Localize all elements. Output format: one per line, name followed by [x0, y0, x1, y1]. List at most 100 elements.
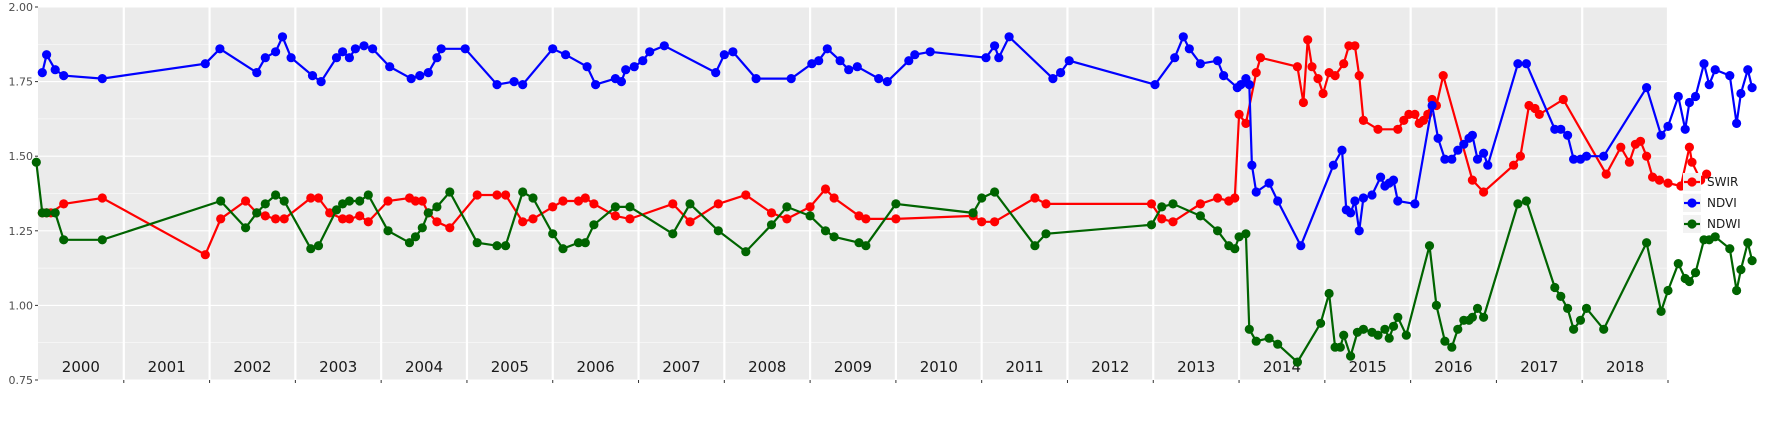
data-point-ndwi [861, 241, 871, 251]
data-point-ndvi [1337, 145, 1347, 155]
data-point-ndvi [1170, 53, 1180, 63]
data-point-ndvi [645, 47, 655, 57]
data-point-ndvi [1427, 100, 1437, 111]
data-point-ndvi [436, 44, 446, 54]
data-point-ndwi [1146, 220, 1157, 230]
data-point-swir [1195, 199, 1205, 209]
data-point-ndvi [629, 62, 639, 72]
grid-lines [38, 6, 1670, 381]
data-point-ndvi [271, 47, 281, 57]
data-point-ndwi [260, 199, 270, 209]
data-point-swir [432, 217, 442, 227]
data-point-swir [1399, 115, 1409, 125]
data-point-swir [977, 217, 987, 227]
data-point-ndvi [1472, 154, 1483, 164]
data-point-swir [782, 214, 792, 224]
data-point-swir [313, 193, 324, 203]
data-point-ndvi [331, 53, 342, 63]
data-point-swir [625, 214, 635, 224]
data-point-ndvi [1690, 91, 1701, 102]
legend-label: NDVI [1707, 196, 1737, 210]
data-point-swir [580, 193, 590, 203]
data-point-swir [685, 217, 695, 227]
data-point-ndvi [882, 77, 892, 87]
data-point-ndvi [1513, 59, 1523, 69]
data-point-swir [1234, 109, 1244, 119]
data-point-ndwi [42, 208, 52, 218]
data-point-ndvi [910, 50, 920, 60]
data-point-ndwi [1213, 226, 1223, 236]
data-point-swir [713, 199, 723, 209]
data-point-ndvi [1328, 160, 1338, 170]
data-point-ndvi [1264, 178, 1274, 188]
data-point-ndvi [1195, 59, 1205, 69]
data-point-ndvi [1440, 154, 1450, 164]
year-label: 2016 [1434, 358, 1472, 376]
data-point-swir [518, 217, 528, 227]
data-point-ndwi [891, 199, 901, 209]
data-point-ndvi [518, 80, 528, 90]
series-layer [31, 32, 1757, 367]
x-axis: 2000 2001 2002 2003 2004 2005 2006 2007 2008 2009… [62, 358, 1669, 383]
year-label: 2006 [577, 358, 615, 376]
data-point-ndvi [1680, 124, 1690, 134]
data-point-swir [410, 196, 421, 206]
data-point-ndvi [751, 74, 761, 84]
year-label: 2000 [62, 358, 100, 376]
data-point-swir [1558, 94, 1568, 105]
data-point-ndwi [279, 196, 289, 206]
data-point-ndvi [1213, 56, 1223, 66]
year-label: 2007 [662, 358, 700, 376]
data-point-ndwi [580, 238, 590, 248]
data-point-swir [1534, 109, 1544, 119]
data-point-ndvi [359, 41, 369, 51]
data-point-swir [279, 214, 289, 224]
data-point-ndwi [1581, 303, 1592, 313]
data-point-ndwi [1244, 324, 1254, 334]
data-point-ndwi [1251, 336, 1261, 346]
data-point-ndvi [1747, 83, 1757, 93]
data-point-ndwi [31, 157, 41, 167]
data-point-ndwi [1453, 324, 1463, 334]
data-point-ndwi [1339, 330, 1349, 340]
data-point-ndwi [829, 232, 839, 242]
data-point-swir [363, 217, 373, 227]
data-point-ndvi [1684, 97, 1694, 108]
data-point-swir [1479, 187, 1489, 197]
data-point-swir [1373, 124, 1383, 134]
data-point-swir [854, 211, 864, 221]
year-label: 2001 [148, 358, 186, 376]
data-point-ndwi [344, 196, 354, 206]
data-point-swir [1213, 193, 1223, 203]
data-point-ndwi [1273, 339, 1283, 349]
data-point-ndvi [990, 41, 1000, 51]
data-point-ndwi [1747, 256, 1757, 266]
data-point-ndvi [252, 68, 262, 78]
data-point-ndwi [1479, 312, 1489, 322]
data-point-ndvi [1563, 130, 1573, 140]
data-point-ndvi [1244, 80, 1254, 90]
data-point-ndvi [1410, 199, 1420, 209]
data-point-ndvi [638, 56, 648, 66]
data-point-swir [445, 223, 455, 233]
data-point-ndvi [1656, 130, 1666, 140]
data-point-ndwi [1358, 324, 1368, 334]
data-point-ndwi [1384, 333, 1394, 343]
data-point-ndvi [814, 56, 824, 66]
data-point-ndvi [42, 50, 52, 60]
year-label: 2003 [319, 358, 357, 376]
data-point-ndwi [241, 223, 251, 233]
data-point-ndwi [1575, 315, 1586, 325]
data-point-ndvi [1251, 187, 1261, 197]
data-point-swir [271, 214, 281, 224]
data-point-ndwi [1041, 229, 1051, 239]
data-point-ndvi [200, 59, 210, 69]
legend-item-ndvi: NDVI [1683, 194, 1737, 212]
data-point-ndwi [1157, 202, 1167, 212]
data-point-ndvi [1354, 226, 1364, 236]
data-point-ndwi [990, 187, 1000, 197]
data-point-ndvi [260, 53, 270, 63]
data-point-swir [1255, 53, 1266, 63]
data-point-swir [344, 214, 354, 224]
data-point-ndwi [1324, 288, 1334, 299]
